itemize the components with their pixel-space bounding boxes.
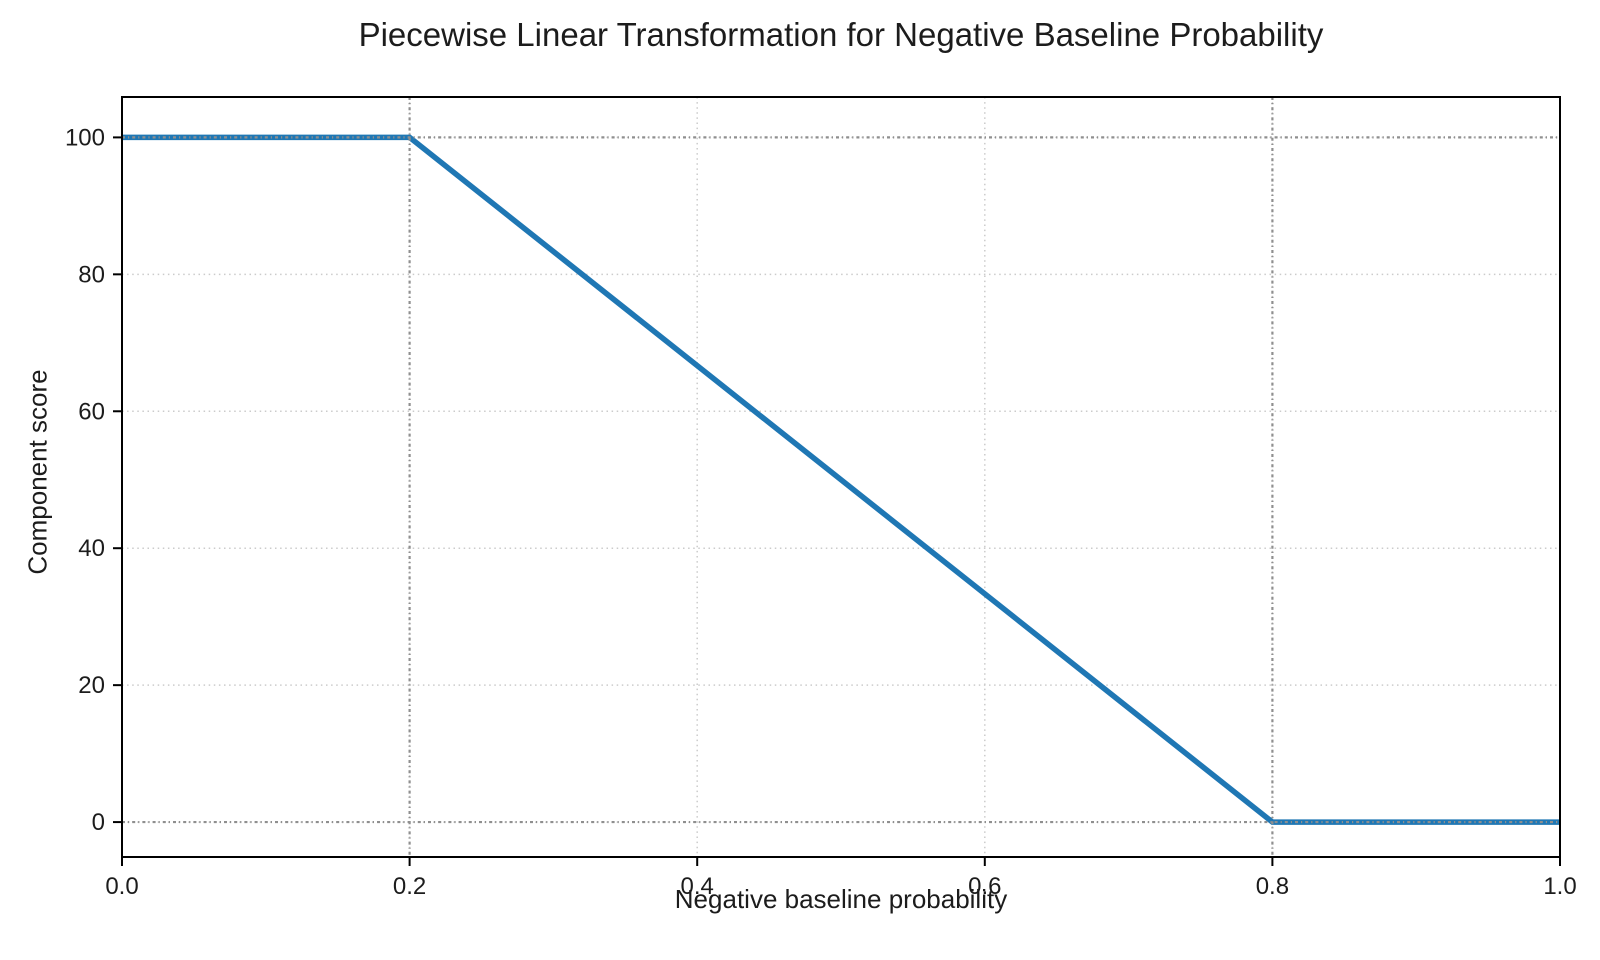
y-tick-label: 60 [78, 398, 105, 425]
data-line [122, 134, 1560, 825]
x-tick-label: 0.8 [1256, 873, 1289, 900]
y-tick-label: 100 [65, 124, 105, 151]
x-axis-label: Negative baseline probability [674, 884, 1008, 914]
y-tick-label: 40 [78, 535, 105, 562]
x-tick-label: 0.4 [681, 873, 714, 900]
x-tick-label: 1.0 [1543, 873, 1576, 900]
chart-title: Piecewise Linear Transformation for Nega… [358, 16, 1324, 53]
axes-frame [121, 96, 1561, 858]
x-tick-label: 0.2 [393, 873, 426, 900]
y-tick-label: 20 [78, 672, 105, 699]
y-tick-label: 80 [78, 261, 105, 288]
y-tick-label: 0 [92, 809, 105, 836]
x-tick-label: 0.0 [105, 873, 138, 900]
x-tick-label: 0.6 [968, 873, 1001, 900]
